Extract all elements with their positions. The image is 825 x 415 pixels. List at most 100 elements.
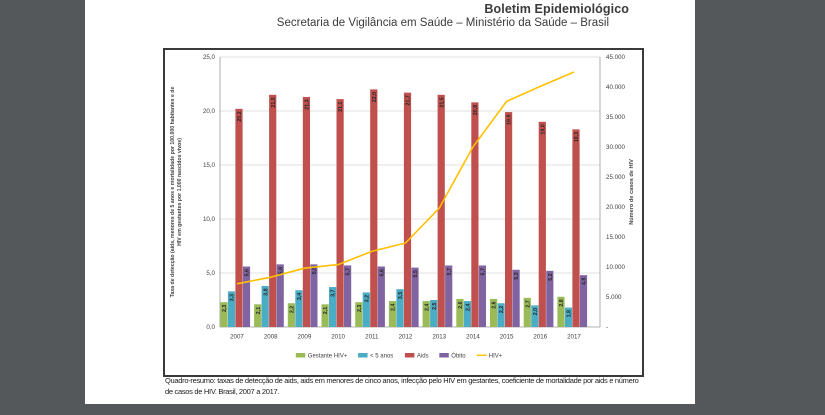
legend-swatch bbox=[358, 353, 368, 358]
right-axis-tick-label: 45.000 bbox=[606, 54, 625, 61]
bar-gestante-hiv--2016 bbox=[523, 297, 531, 327]
bar-gestante-hiv--2017 bbox=[557, 296, 565, 327]
chart-caption-line1: Quadro-resumo: taxas de detecção de aids… bbox=[165, 376, 639, 385]
bar-aids-2016 bbox=[538, 121, 546, 327]
bar-value-label: 5,8 bbox=[312, 267, 318, 274]
legend-swatch bbox=[295, 353, 306, 358]
left-axis-tick-label: 0,0 bbox=[206, 324, 215, 331]
left-axis-title-line2: HIV em gestantes por 1.000 nascidos vivo… bbox=[177, 138, 183, 246]
bar-value-label: 20,2 bbox=[237, 111, 243, 121]
bar-value-label: 3,2 bbox=[364, 295, 370, 302]
bar--bito-2010 bbox=[344, 265, 352, 327]
bar--bito-2009 bbox=[310, 264, 318, 327]
bar-gestante-hiv--2009 bbox=[287, 303, 295, 327]
year-label: 2008 bbox=[264, 334, 278, 341]
legend-label: Gestante HIV+ bbox=[308, 353, 348, 359]
right-axis-tick-label: 5.000 bbox=[606, 294, 622, 301]
bar-aids-2017 bbox=[572, 129, 580, 327]
right-axis-tick-label: 30.000 bbox=[606, 144, 625, 151]
bar-value-label: 5,6 bbox=[379, 269, 385, 276]
left-axis-tick-label: 25,0 bbox=[203, 54, 216, 61]
bar-value-label: 2,3 bbox=[357, 305, 363, 312]
left-axis-tick-label: 5,0 bbox=[206, 270, 215, 277]
summary-chart-frame: 25,0 20,0 15,0 10,0 5,0 0,0 45.000 40.000 35.000… bbox=[163, 48, 644, 377]
bar--5-anos-2012 bbox=[396, 289, 404, 327]
chart-caption: Quadro-resumo: taxas de detecção de aids… bbox=[165, 376, 639, 397]
bar-value-label: 3,4 bbox=[297, 293, 303, 300]
left-axis-tick-label: 15,0 bbox=[203, 162, 216, 169]
bar-aids-2011 bbox=[370, 89, 378, 328]
right-axis-tick-label: 35.000 bbox=[606, 114, 625, 121]
bar-value-label: 2,5 bbox=[432, 302, 438, 309]
bar-value-label: 21,1 bbox=[338, 102, 344, 112]
year-label: 2016 bbox=[533, 334, 547, 341]
bar-gestante-hiv--2013 bbox=[422, 301, 430, 327]
bar-gestante-hiv--2012 bbox=[388, 301, 397, 327]
legend-label: HIV+ bbox=[489, 353, 503, 359]
year-label: 2007 bbox=[230, 334, 244, 341]
bar-value-label: 21,3 bbox=[305, 99, 311, 109]
bar-value-label: 22,0 bbox=[372, 92, 378, 102]
bar-value-label: 2,1 bbox=[256, 307, 262, 314]
bar-aids-2013 bbox=[437, 94, 445, 327]
bar--bito-2014 bbox=[478, 265, 486, 327]
bar-value-label: 5,7 bbox=[481, 268, 487, 275]
document-page: Boletim Epidemiológico Secretaria de Vig… bbox=[85, 0, 695, 404]
bar--5-anos-2010 bbox=[329, 287, 337, 327]
bar--5-anos-2008 bbox=[261, 285, 269, 327]
bar--5-anos-2011 bbox=[362, 292, 370, 327]
bar-aids-2007 bbox=[235, 108, 243, 327]
chart-caption-line2: de casos de HIV. Brasil, 2007 a 2017. bbox=[165, 386, 280, 396]
bar-value-label: 5,2 bbox=[548, 273, 554, 280]
bar-value-label: 5,3 bbox=[514, 272, 520, 279]
bar-value-label: 5,7 bbox=[447, 268, 453, 275]
bar-gestante-hiv--2014 bbox=[456, 298, 464, 327]
bar-aids-2014 bbox=[471, 102, 479, 327]
bar--5-anos-2015 bbox=[497, 303, 505, 327]
bar-value-label: 5,8 bbox=[278, 267, 284, 274]
right-axis-tick-label: 25.000 bbox=[606, 174, 625, 181]
bar--5-anos-2009 bbox=[295, 290, 303, 327]
year-label: 2017 bbox=[567, 334, 581, 341]
bar-value-label: 21,7 bbox=[406, 95, 412, 105]
right-axis-tick-label: 10.000 bbox=[606, 264, 625, 271]
bar--bito-2012 bbox=[411, 267, 419, 327]
left-axis-tick-label: 20,0 bbox=[203, 108, 216, 115]
bar-aids-2015 bbox=[505, 112, 513, 327]
bar-value-label: 2,6 bbox=[492, 301, 498, 308]
legend-swatch bbox=[439, 353, 449, 358]
bar-value-label: 5,5 bbox=[413, 270, 419, 277]
right-axis-title: Número de casos de HIV bbox=[629, 159, 635, 225]
bar-aids-2010 bbox=[336, 99, 344, 327]
hiv-cases-line bbox=[236, 71, 575, 285]
bar-gestante-hiv--2007 bbox=[220, 302, 228, 327]
bar-value-label: 2,1 bbox=[323, 307, 329, 314]
bar-value-label: 21,5 bbox=[271, 97, 277, 107]
bar-value-label: 2,2 bbox=[290, 306, 296, 313]
bar--5-anos-2017 bbox=[564, 307, 573, 327]
bar--5-anos-2007 bbox=[227, 291, 236, 327]
bar-value-label: 18,3 bbox=[574, 132, 580, 142]
bar-value-label: 4,8 bbox=[582, 278, 588, 285]
right-axis-tick-label: - bbox=[606, 324, 608, 331]
bar-gestante-hiv--2010 bbox=[321, 304, 329, 327]
bar-gestante-hiv--2015 bbox=[490, 298, 498, 327]
bar-value-label: 2,0 bbox=[533, 308, 539, 315]
bar-value-label: 2,2 bbox=[499, 306, 505, 313]
bar-value-label: 21,5 bbox=[439, 97, 445, 107]
summary-chart: 25,0 20,0 15,0 10,0 5,0 0,0 45.000 40.000 35.000… bbox=[170, 54, 635, 359]
right-axis-tick-label: 20.000 bbox=[606, 204, 625, 211]
year-label: 2012 bbox=[399, 334, 413, 341]
year-label: 2013 bbox=[432, 334, 446, 341]
page-title: Boletim Epidemiológico bbox=[484, 2, 629, 16]
bar-value-label: 3,3 bbox=[230, 294, 236, 301]
bar--bito-2011 bbox=[377, 266, 385, 327]
bar-value-label: 5,7 bbox=[346, 268, 352, 275]
legend-label: Óbito bbox=[451, 352, 466, 359]
bar--bito-2013 bbox=[445, 265, 453, 327]
bar-gestante-hiv--2011 bbox=[355, 302, 363, 327]
bar-value-label: 19,9 bbox=[507, 115, 513, 125]
bar-value-label: 2,7 bbox=[525, 300, 531, 307]
year-label: 2011 bbox=[365, 334, 379, 341]
